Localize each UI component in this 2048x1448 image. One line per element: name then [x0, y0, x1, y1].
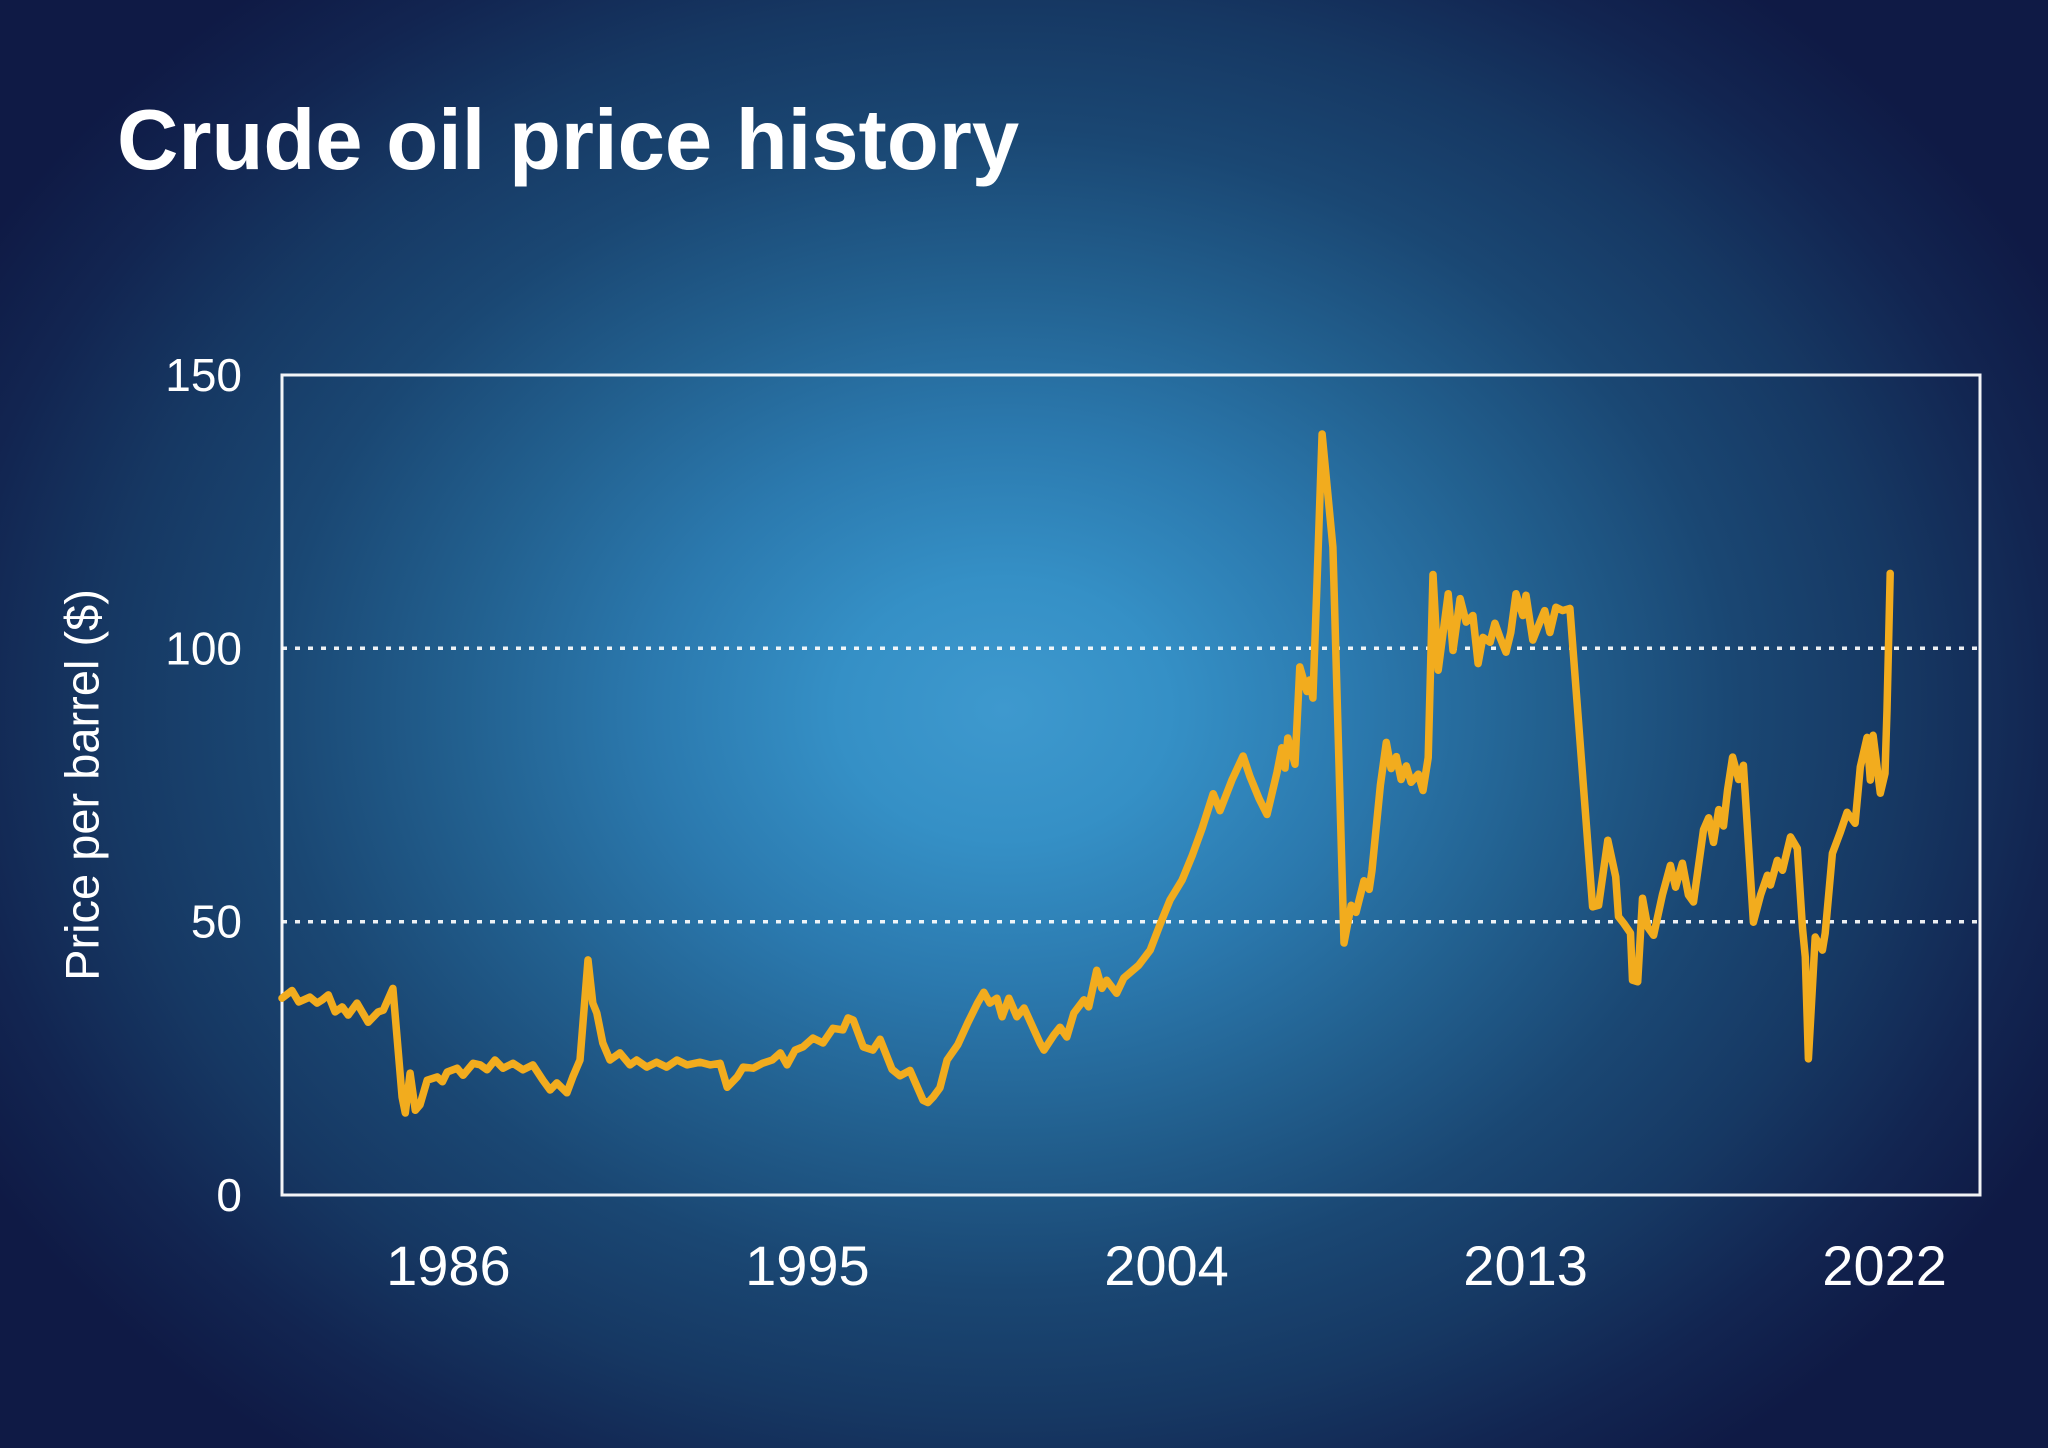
y-tick-label-100: 100 [165, 622, 242, 674]
x-tick-label-2013: 2013 [1463, 1234, 1588, 1297]
page-title: Crude oil price history [117, 93, 1020, 188]
y-axis-title: Price per barrel ($) [56, 589, 109, 981]
price-line [278, 430, 1894, 1117]
y-tick-label-150: 150 [165, 349, 242, 401]
x-tick-label-2004: 2004 [1104, 1234, 1229, 1297]
y-tick-label-50: 50 [191, 896, 242, 948]
y-axis-tick-labels: 0 50 100 150 [165, 349, 242, 1221]
x-tick-label-1995: 1995 [745, 1234, 870, 1297]
x-axis-tick-labels: 1986 1995 2004 2013 2022 [386, 1234, 1947, 1297]
plot-border [280, 373, 1982, 1197]
gridlines [282, 646, 1980, 924]
x-tick-label-1986: 1986 [386, 1234, 511, 1297]
y-tick-label-0: 0 [216, 1169, 242, 1221]
x-tick-label-2022: 2022 [1822, 1234, 1947, 1297]
